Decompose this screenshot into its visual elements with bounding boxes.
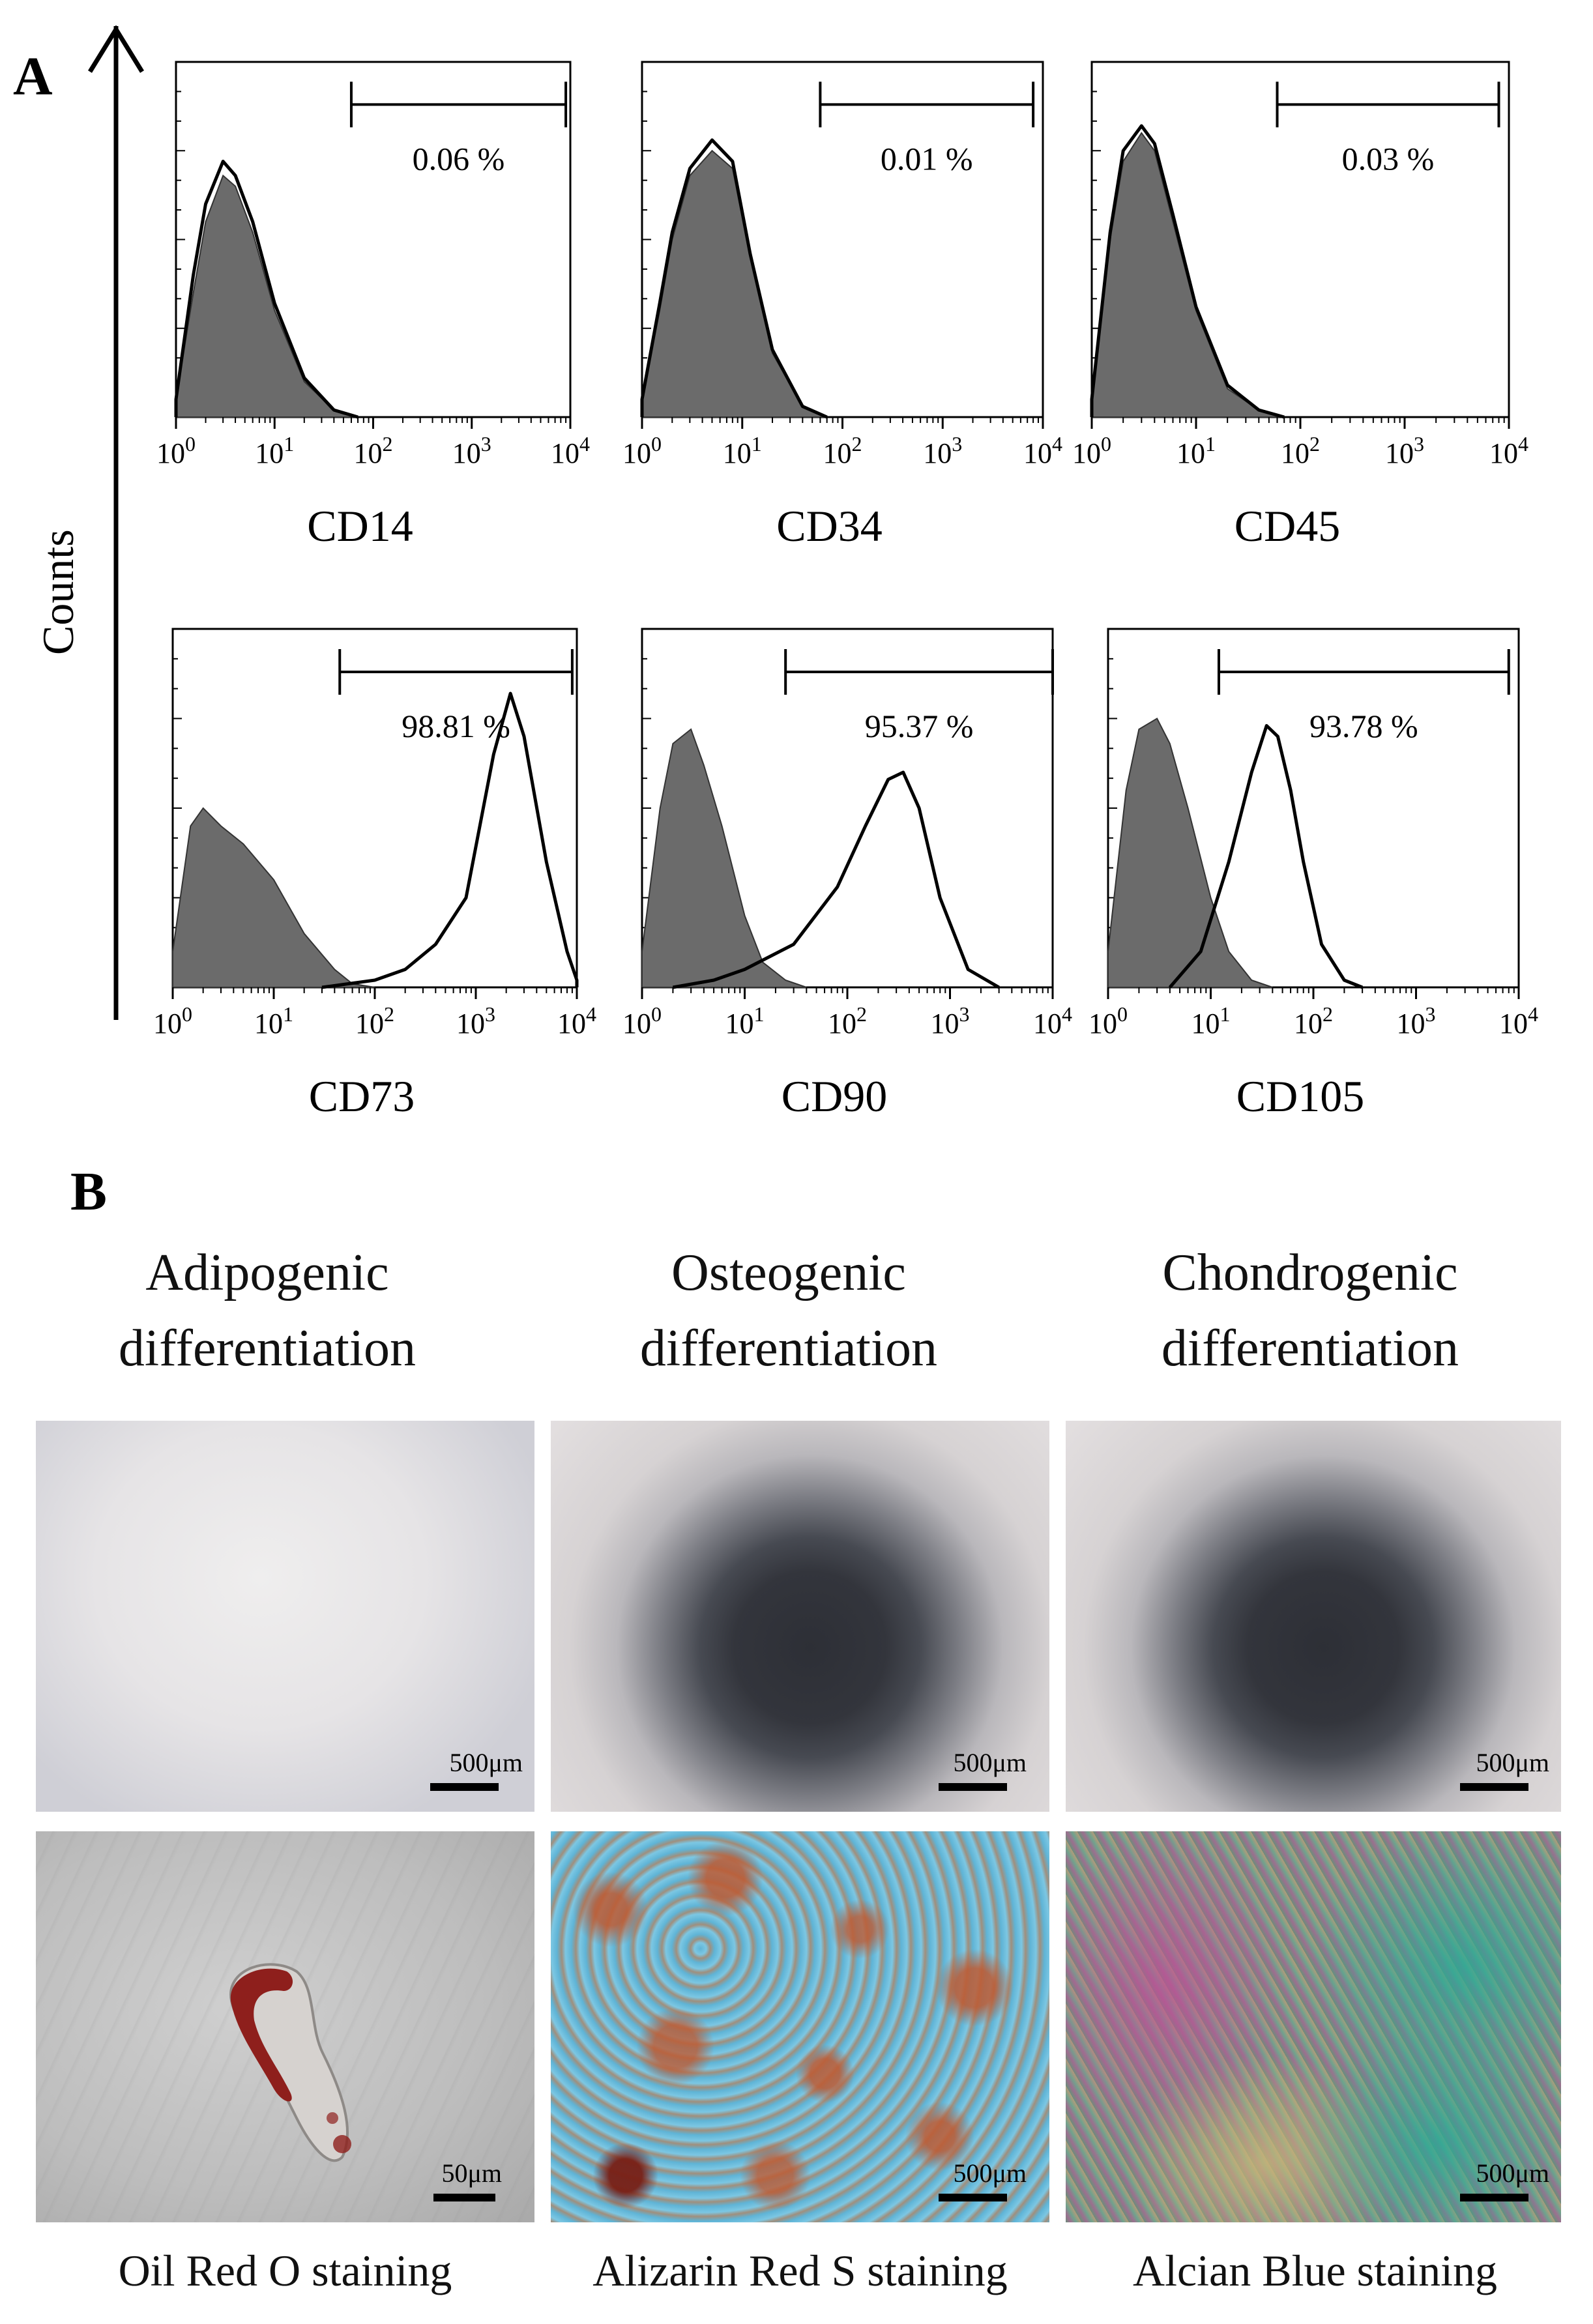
y-axis-arrowhead — [88, 25, 144, 73]
histogram-cd73: 98.81 % 100 101 102 103 104 CD73 — [153, 628, 596, 1121]
x-tick-label: 102 — [823, 432, 862, 469]
chondrogenic-pellet-image: 500μm — [1066, 1421, 1561, 1812]
y-axis-label: Counts — [33, 529, 83, 655]
gate-percentage: 0.03 % — [1342, 140, 1435, 177]
x-tick-label: 103 — [923, 432, 962, 469]
x-tick-label: 101 — [723, 432, 762, 469]
scale-bar — [433, 2194, 495, 2201]
x-tick-label: 100 — [1089, 1002, 1128, 1039]
x-tick-label: 100 — [1072, 432, 1111, 469]
scale-bar-label: 500μm — [953, 2158, 1027, 2188]
osteogenic-pellet-image: 500μm — [551, 1421, 1049, 1812]
scale-bar — [430, 1783, 499, 1791]
column-header-osteogenic: Osteogenic differentiation — [639, 1244, 938, 1377]
marker-histogram — [321, 691, 579, 989]
scale-bar — [1460, 2194, 1528, 2201]
marker-axis-label: CD73 — [309, 1071, 415, 1121]
x-tick-label: 102 — [1294, 1002, 1333, 1039]
caption-alcian-blue: Alcian Blue staining — [1132, 2246, 1497, 2295]
gate-percentage: 0.06 % — [413, 140, 505, 177]
scale-bar-label: 500μm — [449, 1748, 523, 1777]
histogram-cd45: 0.03 % 100 101 102 103 104 CD45 — [1072, 61, 1528, 551]
flow-cytometry-panel: A Counts 0.06 % 100 101 102 103 104 CD14 0.01 %… — [13, 25, 1538, 1121]
alcian-blue-image: 500μm — [1066, 1831, 1561, 2222]
gate-percentage: 98.81 % — [402, 708, 510, 744]
marker-histogram — [1168, 724, 1364, 989]
x-tick-label: 101 — [725, 1002, 765, 1039]
x-tick-label: 100 — [153, 1002, 192, 1039]
isotype-histogram — [641, 149, 828, 418]
panel-a-label: A — [13, 46, 53, 107]
marker-histogram — [1090, 124, 1285, 419]
x-tick-label: 100 — [622, 1002, 662, 1039]
scale-bar-label: 50μm — [441, 2158, 502, 2188]
scale-bar — [939, 2194, 1007, 2201]
x-tick-label: 102 — [355, 1002, 394, 1039]
marker-histogram — [174, 160, 358, 419]
x-tick-label: 103 — [1385, 432, 1424, 469]
x-tick-label: 104 — [1023, 432, 1062, 469]
x-tick-label: 103 — [456, 1002, 495, 1039]
marker-axis-label: CD105 — [1236, 1071, 1364, 1121]
x-tick-label: 104 — [557, 1002, 596, 1039]
marker-axis-label: CD45 — [1235, 501, 1340, 551]
scale-bar — [939, 1783, 1007, 1791]
isotype-histogram — [1107, 718, 1273, 988]
histogram-cd105: 93.78 % 100 101 102 103 104 CD105 — [1089, 628, 1538, 1121]
oil-red-o-image: 50μm — [36, 1831, 534, 2222]
scale-bar-label: 500μm — [953, 1748, 1027, 1777]
gate-percentage: 93.78 % — [1309, 708, 1418, 744]
gate-percentage: 0.01 % — [881, 140, 973, 177]
x-tick-label: 103 — [1397, 1002, 1436, 1039]
x-tick-label: 104 — [1033, 1002, 1072, 1039]
alizarin-red-s-image: 500μm — [551, 1831, 1049, 2222]
gate-percentage: 95.37 % — [865, 708, 974, 744]
x-tick-label: 101 — [254, 1002, 293, 1039]
x-tick-label: 102 — [1281, 432, 1320, 469]
scale-bar-label: 500μm — [1476, 1748, 1549, 1777]
histogram-cd90: 95.37 % 100 101 102 103 104 CD90 — [622, 628, 1072, 1121]
x-tick-label: 100 — [156, 432, 196, 469]
marker-axis-label: CD90 — [782, 1071, 887, 1121]
x-tick-label: 101 — [255, 432, 294, 469]
x-tick-label: 100 — [622, 432, 662, 469]
isotype-histogram — [172, 807, 375, 988]
x-tick-label: 104 — [1489, 432, 1528, 469]
marker-axis-label: CD34 — [776, 501, 882, 551]
scale-bar — [1460, 1783, 1528, 1791]
marker-histogram — [672, 770, 1000, 989]
histogram-cd14: 0.06 % 100 101 102 103 104 CD14 — [156, 61, 590, 551]
isotype-histogram — [641, 728, 807, 988]
x-tick-label: 102 — [828, 1002, 867, 1039]
adipogenic-undifferentiated-image: 500μm — [36, 1421, 534, 1812]
marker-axis-label: CD14 — [307, 501, 413, 551]
lipid-droplet-stain — [229, 1963, 351, 2162]
panel-b-label: B — [70, 1161, 108, 1222]
x-tick-label: 104 — [551, 432, 590, 469]
column-header-adipogenic: Adipogenic differentiation — [118, 1244, 417, 1377]
marker-histogram — [640, 138, 828, 419]
caption-alizarin-red-s: Alizarin Red S staining — [592, 2246, 1008, 2295]
x-tick-label: 104 — [1499, 1002, 1538, 1039]
x-tick-label: 103 — [931, 1002, 970, 1039]
caption-oil-red-o: Oil Red O staining — [118, 2246, 452, 2295]
x-tick-label: 102 — [354, 432, 393, 469]
histogram-cd34: 0.01 % 100 101 102 103 104 CD34 — [622, 61, 1062, 551]
x-tick-label: 101 — [1176, 432, 1216, 469]
x-tick-label: 101 — [1191, 1002, 1231, 1039]
x-tick-label: 103 — [452, 432, 491, 469]
scale-bar-label: 500μm — [1476, 2158, 1549, 2188]
column-header-chondrogenic: Chondrogenic differentiation — [1161, 1244, 1459, 1377]
